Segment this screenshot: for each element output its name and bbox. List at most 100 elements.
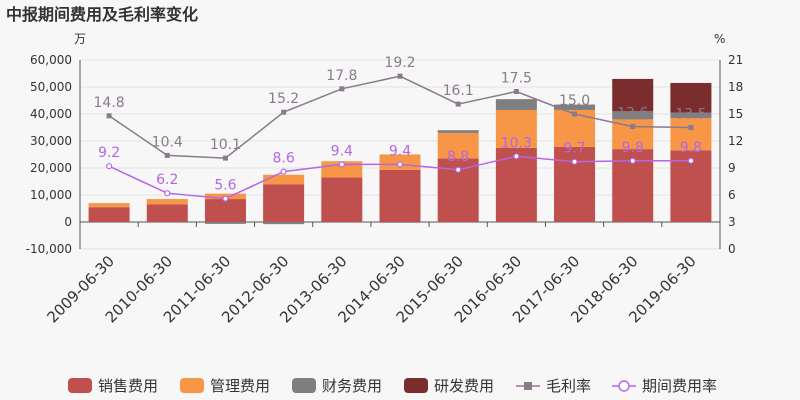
- marker-毛利率: [455, 101, 461, 107]
- bar-销售费用: [88, 207, 130, 222]
- data-label-毛利率: 13.5: [675, 107, 706, 123]
- data-label-期间费用率: 6.2: [156, 172, 178, 188]
- bar-销售费用: [554, 146, 596, 222]
- marker-毛利率: [164, 152, 170, 158]
- bar-销售费用: [146, 204, 188, 222]
- marker-期间费用率: [629, 157, 636, 164]
- bar-财务费用: [379, 222, 421, 223]
- data-label-期间费用率: 10.3: [501, 135, 532, 151]
- data-label-毛利率: 19.2: [384, 55, 415, 71]
- marker-期间费用率: [513, 153, 520, 160]
- data-label-期间费用率: 9.2: [98, 145, 120, 161]
- marker-期间费用率: [105, 163, 113, 170]
- data-label-毛利率: 17.5: [501, 71, 532, 87]
- data-label-毛利率: 15.2: [268, 91, 299, 107]
- data-label-毛利率: 10.4: [152, 134, 183, 150]
- marker-毛利率: [222, 155, 228, 161]
- data-label-期间费用率: 9.8: [622, 140, 644, 156]
- bar-管理费用: [495, 109, 537, 148]
- data-label-毛利率: 14.8: [94, 95, 125, 111]
- bar-财务费用: [670, 112, 712, 119]
- data-label-期间费用率: 9.4: [389, 143, 411, 159]
- label-layer: 14.8 10.4 10.1 15.2 17.8 19.2 16.1 17.5 15.0 13.6…: [94, 55, 707, 193]
- bar-财务费用: [437, 130, 479, 133]
- bar-财务费用: [612, 111, 654, 120]
- legend-label-管理费用: 管理费用: [210, 377, 270, 395]
- legend-label-毛利率: 毛利率: [546, 377, 591, 395]
- left-tick-label: 60,000: [30, 53, 72, 67]
- marker-期间费用率: [396, 161, 404, 168]
- data-label-期间费用率: 8.8: [447, 149, 469, 165]
- data-label-毛利率: 13.6: [617, 106, 648, 122]
- marker-期间费用率: [222, 195, 229, 202]
- data-label-期间费用率: 9.7: [563, 141, 585, 157]
- marker-毛利率: [397, 73, 403, 79]
- bar-财务费用: [554, 104, 596, 110]
- legend-label-销售费用: 销售费用: [98, 377, 158, 395]
- right-tick-label: 15: [728, 107, 743, 121]
- marker-期间费用率: [687, 157, 695, 164]
- right-tick-label: 9: [728, 161, 736, 175]
- bar-管理费用: [437, 132, 479, 159]
- bar-管理费用: [146, 199, 188, 205]
- bar-管理费用: [263, 174, 305, 185]
- right-axis-unit: %: [714, 32, 725, 46]
- data-label-期间费用率: 9.8: [680, 140, 702, 156]
- marker-毛利率: [688, 125, 694, 130]
- data-label-期间费用率: 8.6: [273, 151, 295, 167]
- marker-毛利率: [513, 89, 519, 94]
- legend-marker-期间费用率: [618, 380, 630, 392]
- legend-swatch-销售费用: [68, 378, 92, 393]
- bar-销售费用: [204, 199, 246, 222]
- data-label-期间费用率: 9.4: [331, 143, 353, 159]
- bar-管理费用: [88, 203, 130, 208]
- bar-销售费用: [379, 169, 421, 222]
- left-tick-label: -10,000: [26, 242, 72, 256]
- left-axis-unit: 万: [74, 32, 86, 46]
- marker-毛利率: [572, 111, 578, 117]
- left-tick-label: 10,000: [30, 188, 72, 202]
- line-layer: [105, 73, 695, 202]
- data-label-毛利率: 16.1: [443, 83, 474, 99]
- bar-销售费用: [263, 184, 305, 222]
- right-tick-label: 21: [728, 53, 743, 67]
- chart-title: 中报期间费用及毛利率变化: [6, 5, 198, 24]
- marker-毛利率: [339, 86, 345, 92]
- data-label-毛利率: 10.1: [210, 137, 241, 153]
- bar-财务费用: [204, 222, 246, 224]
- marker-期间费用率: [164, 190, 171, 197]
- left-tick-label: 0: [64, 215, 72, 229]
- left-tick-label: 20,000: [30, 161, 72, 175]
- legend-swatch-管理费用: [180, 378, 204, 393]
- marker-毛利率: [106, 113, 112, 119]
- bar-管理费用: [670, 118, 712, 151]
- right-tick-label: 12: [728, 134, 743, 148]
- legend: 销售费用 管理费用 财务费用 研发费用 毛利率 期间费用率: [68, 377, 717, 395]
- legend-swatch-财务费用: [292, 378, 316, 393]
- data-label-毛利率: 15.0: [559, 93, 590, 109]
- bar-研发费用: [612, 78, 654, 112]
- bar-销售费用: [321, 177, 363, 222]
- left-tick-label: 40,000: [30, 107, 72, 121]
- legend-swatch-研发费用: [404, 378, 428, 393]
- legend-label-期间费用率: 期间费用率: [642, 377, 717, 395]
- data-label-期间费用率: 5.6: [214, 178, 236, 194]
- marker-期间费用率: [571, 158, 578, 165]
- right-tick-label: 3: [728, 215, 736, 229]
- legend-label-研发费用: 研发费用: [434, 377, 494, 395]
- marker-期间费用率: [280, 168, 287, 175]
- bar-财务费用: [495, 99, 537, 110]
- left-tick-label: 50,000: [30, 80, 72, 94]
- right-tick-label: 0: [728, 242, 736, 256]
- marker-期间费用率: [338, 161, 345, 168]
- legend-marker-毛利率: [524, 382, 532, 390]
- bar-财务费用: [263, 222, 305, 225]
- right-tick-label: 18: [728, 80, 743, 94]
- marker-毛利率: [630, 124, 636, 130]
- marker-期间费用率: [455, 166, 462, 173]
- legend-label-财务费用: 财务费用: [322, 377, 382, 395]
- left-tick-label: 30,000: [30, 134, 72, 148]
- data-label-毛利率: 17.8: [326, 68, 357, 84]
